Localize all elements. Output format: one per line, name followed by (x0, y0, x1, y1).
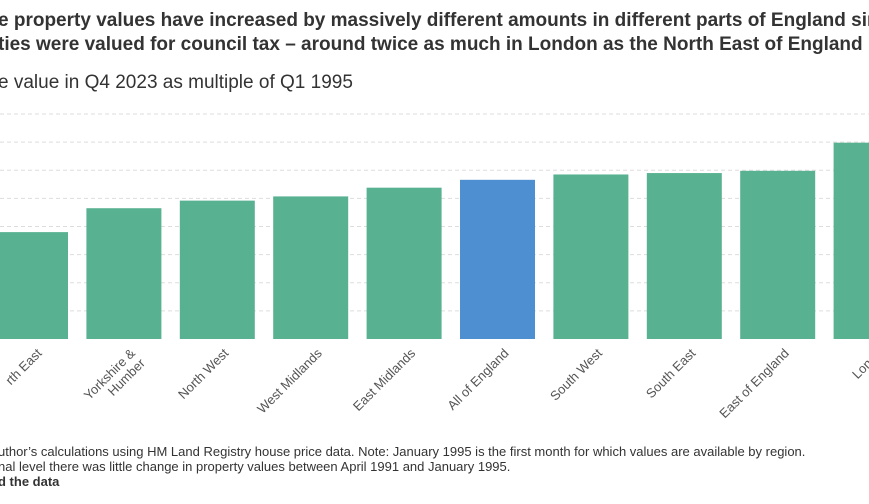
x-axis-labels: rth East Yorkshire &Humber North West West … (2, 345, 869, 421)
bar (833, 142, 869, 339)
bar (740, 170, 816, 339)
source-note-continued: nal level there was little change in pro… (0, 459, 511, 474)
chart-title: e property values have increased by mass… (0, 9, 869, 57)
bars (0, 142, 869, 339)
bar (273, 196, 349, 339)
get-the-data-link[interactable]: d the data (0, 474, 60, 489)
x-tick-label: East Midlands (350, 345, 419, 414)
bar (0, 232, 68, 339)
bar-chart: rth East Yorkshire &Humber North West West … (0, 113, 869, 421)
x-tick-label: rth East (2, 345, 45, 388)
x-tick-label: South East (643, 345, 699, 401)
x-tick-label: All of England (444, 346, 511, 413)
source-note: uthor’s calculations using HM Land Regis… (0, 444, 806, 459)
chart-title-line-2: ties were valued for council tax – aroun… (0, 34, 863, 55)
x-tick-label: Yorkshire &Humber (81, 345, 149, 413)
chart-notes: uthor’s calculations using HM Land Regis… (0, 444, 805, 489)
x-tick-label: East of England (716, 346, 792, 422)
bar (460, 179, 535, 339)
bar (179, 200, 255, 339)
x-tick-label: North West (175, 345, 232, 402)
bar (86, 208, 162, 339)
bar (646, 173, 722, 339)
chart-subtitle: e value in Q4 2023 as multiple of Q1 199… (0, 72, 353, 93)
bar (553, 174, 629, 339)
x-tick-label: South West (547, 345, 605, 403)
chart-title-line-1: e property values have increased by mass… (0, 10, 869, 31)
x-tick-label: West Midlands (254, 345, 325, 416)
x-tick-label: Londo (849, 346, 869, 382)
bar (366, 187, 442, 339)
